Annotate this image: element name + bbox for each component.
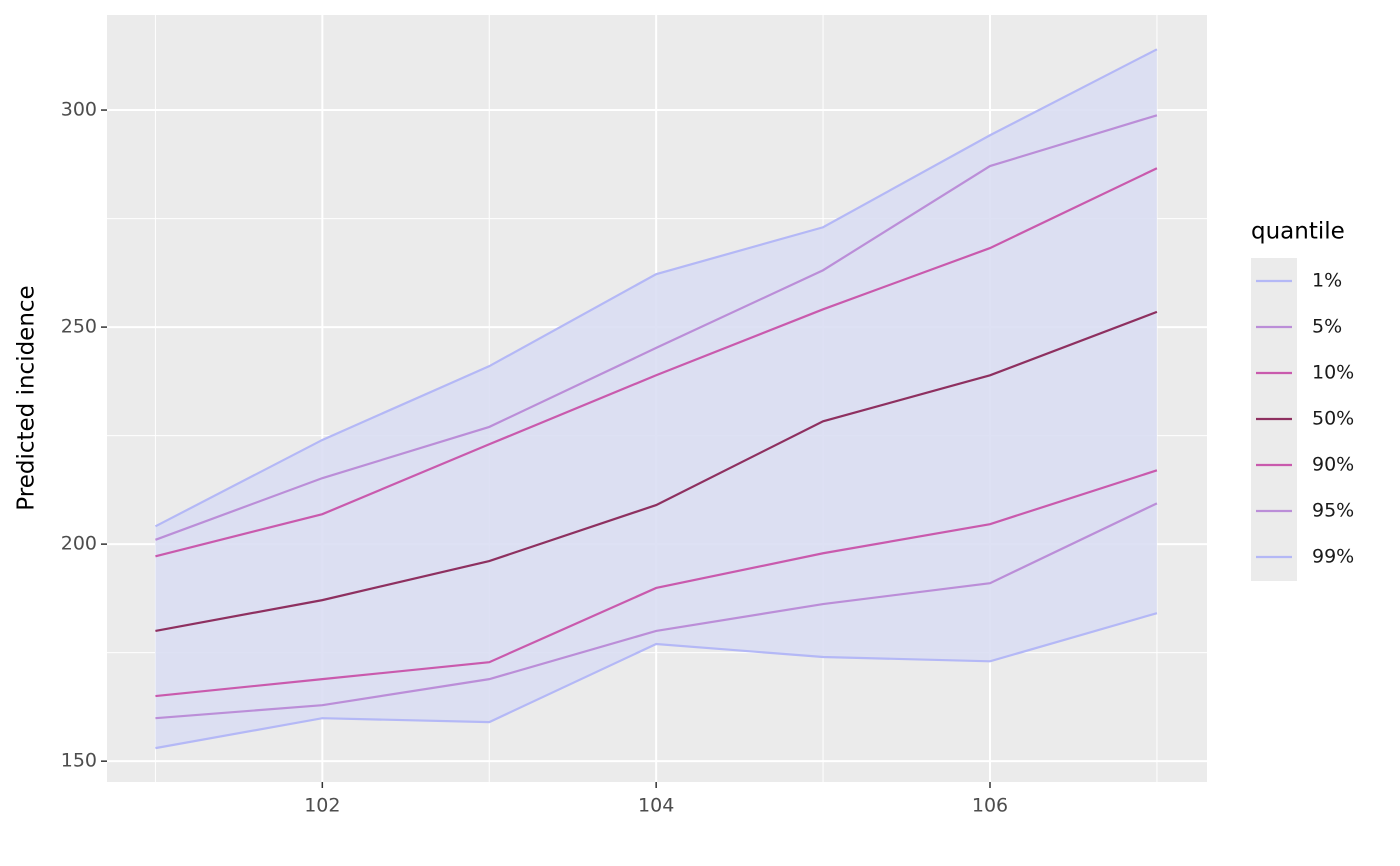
- marks: [154, 48, 1158, 750]
- y-tick-label: 250: [61, 316, 97, 338]
- legend-label: 99%: [1312, 546, 1354, 568]
- series-line: [155, 502, 1158, 720]
- legend-label: 1%: [1312, 270, 1342, 292]
- legend-label: 10%: [1312, 362, 1354, 384]
- ribbon: [155, 49, 1157, 749]
- series-line: [155, 310, 1158, 633]
- series-line: [155, 114, 1158, 541]
- x-tick-label: 104: [638, 795, 674, 817]
- x-tick-label: 106: [972, 795, 1008, 817]
- legend-label: 5%: [1312, 316, 1342, 338]
- y-axis-label: Predicted incidence: [14, 285, 40, 510]
- series-line: [155, 167, 1158, 558]
- y-tick-label: 200: [61, 533, 97, 555]
- series-line: [155, 469, 1158, 698]
- legend-title: quantile: [1251, 219, 1345, 245]
- series-line: [155, 612, 1158, 750]
- series-line: [154, 48, 1158, 528]
- x-tick-label: 102: [304, 795, 340, 817]
- y-tick-label: 150: [61, 750, 97, 772]
- y-tick-label: 300: [61, 99, 97, 121]
- legend: 1% 5% 10% 50% 90% 95% 99%: [1251, 258, 1354, 581]
- legend-label: 50%: [1312, 408, 1354, 430]
- legend-label: 90%: [1312, 454, 1354, 476]
- legend-label: 95%: [1312, 500, 1354, 522]
